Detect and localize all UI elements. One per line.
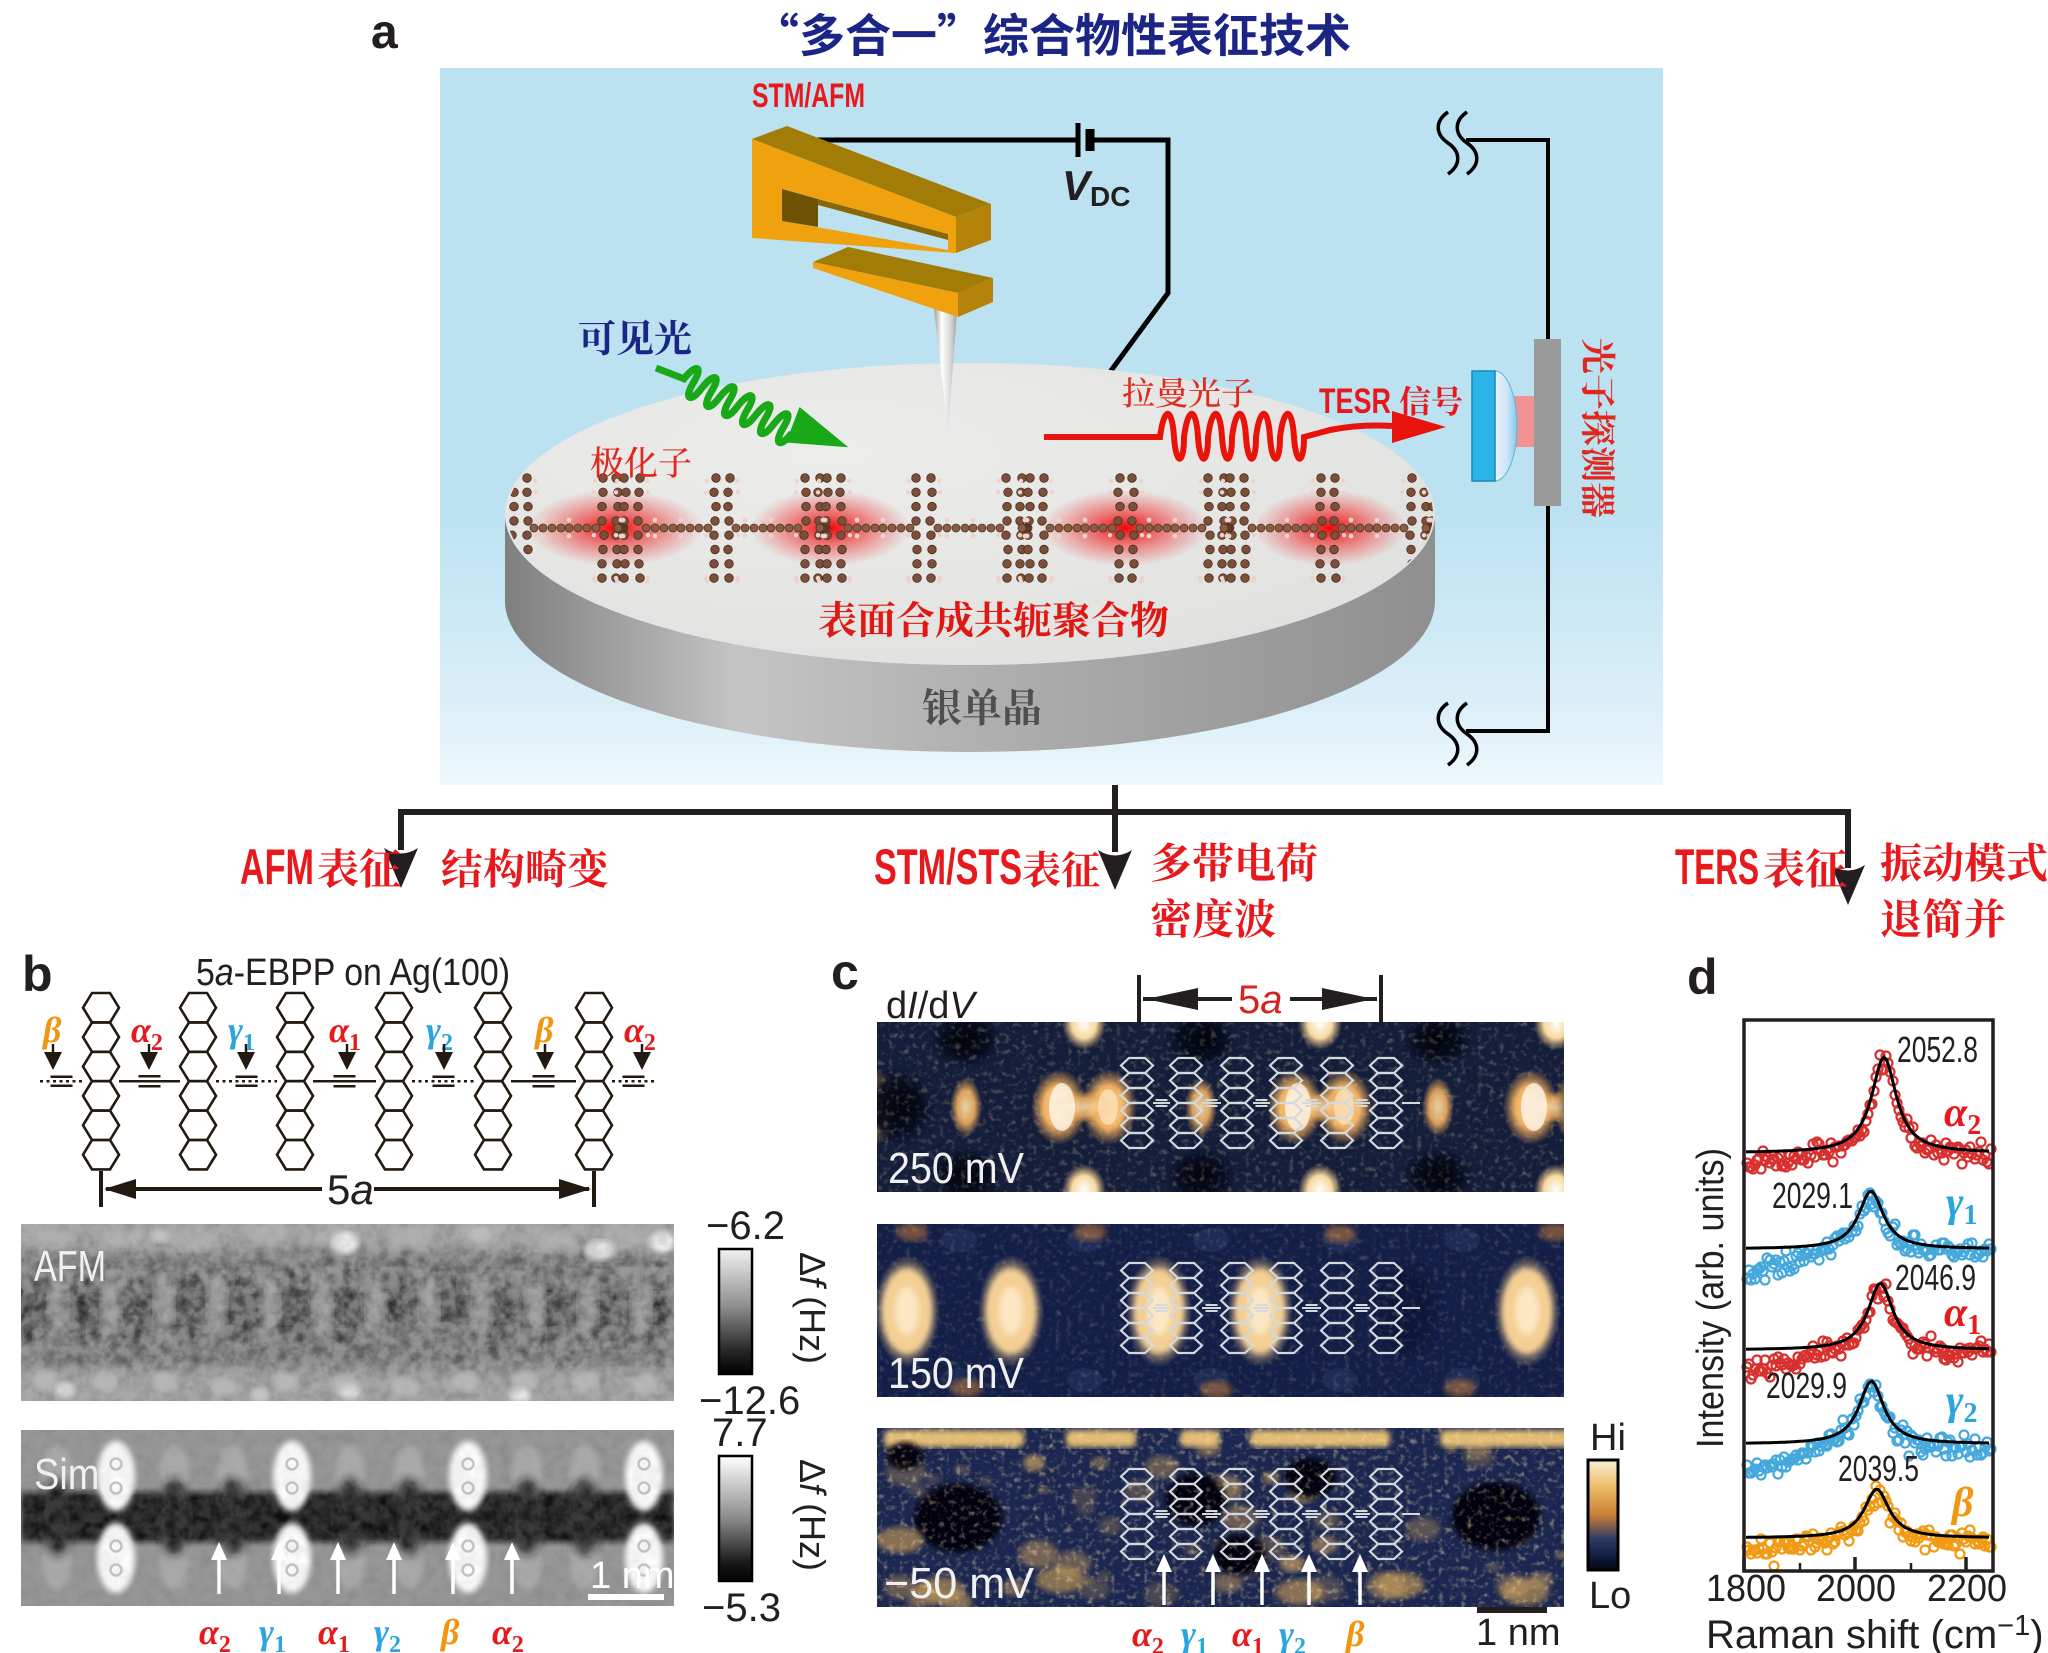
svg-text:7.7: 7.7 xyxy=(712,1411,768,1455)
svg-text:d: d xyxy=(1687,949,1718,1005)
svg-text:γ1: γ1 xyxy=(1181,1614,1208,1653)
svg-text:Δf (Hz): Δf (Hz) xyxy=(792,1459,833,1571)
svg-text:Sim.: Sim. xyxy=(34,1450,110,1499)
svg-text:−5.3: −5.3 xyxy=(702,1586,781,1630)
svg-text:TESR: TESR xyxy=(1319,382,1391,421)
svg-text:AFM: AFM xyxy=(240,839,314,895)
svg-text:β: β xyxy=(41,1010,62,1050)
svg-text:−6.2: −6.2 xyxy=(706,1204,785,1248)
svg-text:b: b xyxy=(22,946,53,1002)
svg-text:5a-EBPP on Ag(100): 5a-EBPP on Ag(100) xyxy=(196,952,510,994)
svg-text:VDC: VDC xyxy=(1062,162,1130,212)
svg-text:β: β xyxy=(1950,1480,1974,1526)
svg-text:2029.1: 2029.1 xyxy=(1772,1175,1853,1216)
svg-text:TERS: TERS xyxy=(1675,839,1759,895)
svg-text:1 nm: 1 nm xyxy=(1476,1612,1560,1653)
svg-text:Δf (Hz): Δf (Hz) xyxy=(792,1252,833,1364)
svg-text:250 mV: 250 mV xyxy=(888,1144,1025,1193)
svg-text:−50 mV: −50 mV xyxy=(884,1559,1035,1608)
svg-text:dI/dV: dI/dV xyxy=(886,985,978,1027)
svg-text:c: c xyxy=(831,944,859,1000)
svg-text:2200: 2200 xyxy=(1927,1568,2007,1610)
svg-text:Lo: Lo xyxy=(1589,1575,1631,1617)
svg-text:β: β xyxy=(533,1010,554,1050)
svg-text:Raman shift (cm−1): Raman shift (cm−1) xyxy=(1706,1610,2044,1653)
svg-text:−12.6: −12.6 xyxy=(699,1379,800,1423)
svg-text:a: a xyxy=(371,6,398,59)
svg-text:Intensity (arb. units): Intensity (arb. units) xyxy=(1690,1148,1732,1448)
svg-text:α2: α2 xyxy=(492,1612,524,1653)
svg-text:2046.9: 2046.9 xyxy=(1895,1257,1976,1298)
svg-text:2029.9: 2029.9 xyxy=(1766,1365,1847,1406)
svg-text:1800: 1800 xyxy=(1706,1568,1786,1610)
svg-text:5a: 5a xyxy=(327,1166,374,1213)
svg-text:STM/STS: STM/STS xyxy=(874,839,1022,895)
svg-text:STM/AFM: STM/AFM xyxy=(752,77,865,115)
svg-text:2000: 2000 xyxy=(1816,1568,1896,1610)
svg-text:AFM: AFM xyxy=(34,1242,106,1291)
svg-text:γ2: γ2 xyxy=(1279,1614,1306,1653)
svg-text:1 nm: 1 nm xyxy=(590,1555,674,1597)
svg-text:β: β xyxy=(1344,1614,1365,1653)
svg-text:2039.5: 2039.5 xyxy=(1838,1448,1919,1489)
svg-text:2052.8: 2052.8 xyxy=(1897,1029,1978,1070)
svg-text:5a: 5a xyxy=(1238,978,1283,1022)
svg-text:β: β xyxy=(439,1612,460,1652)
svg-text:Hi: Hi xyxy=(1590,1417,1626,1459)
svg-text:150 mV: 150 mV xyxy=(888,1349,1025,1398)
